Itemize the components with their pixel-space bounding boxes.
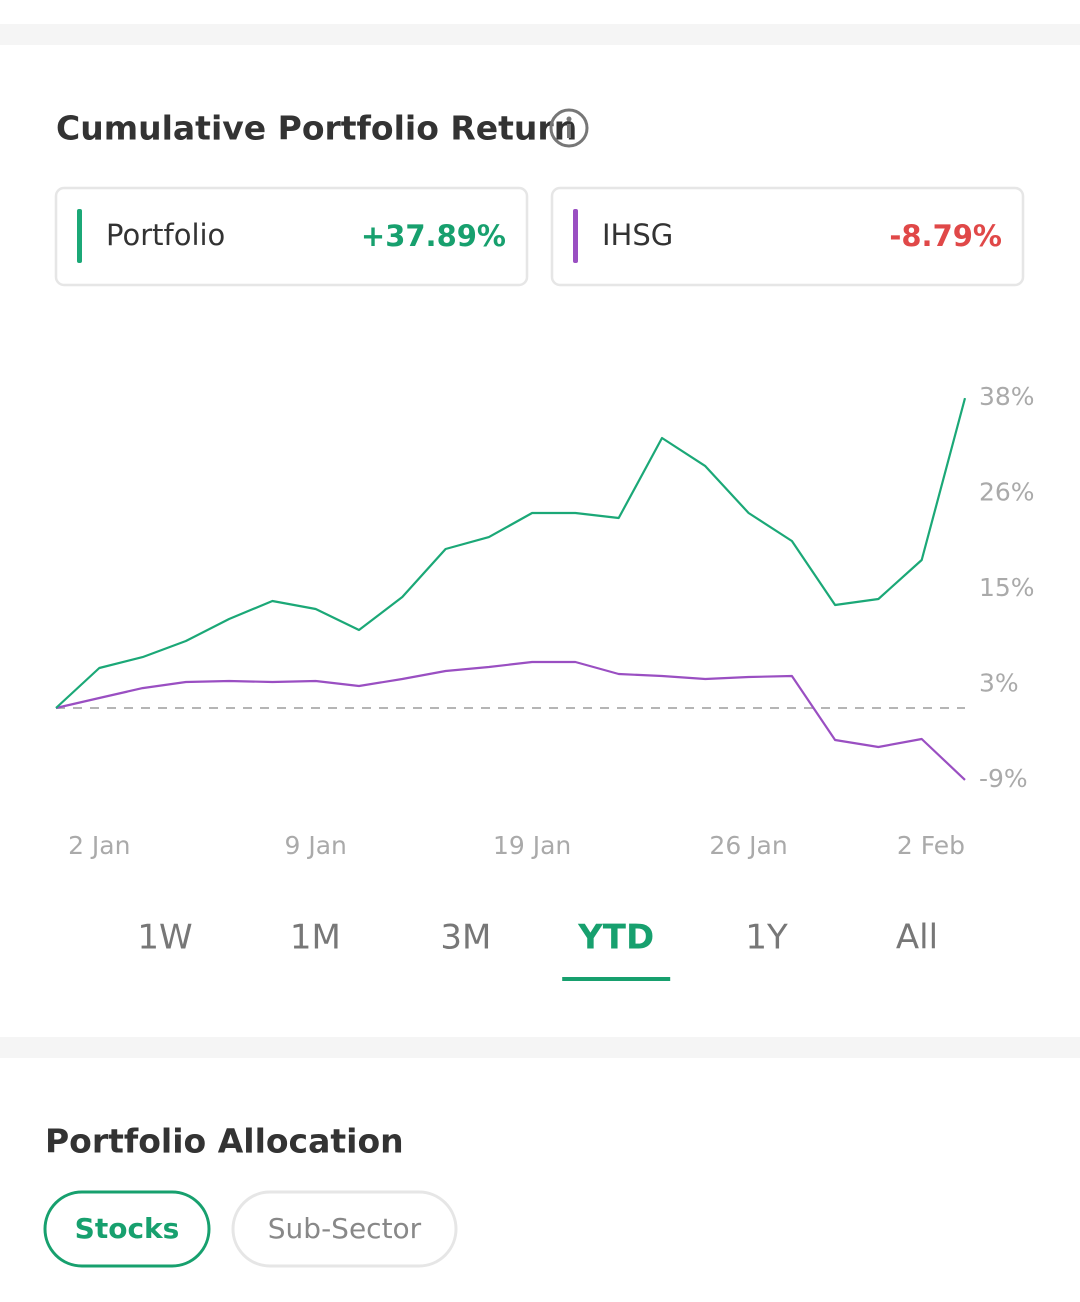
legend-swatch (77, 209, 82, 263)
series-line (55, 660, 966, 781)
range-tab[interactable]: All (896, 918, 938, 958)
legend-card (550, 186, 1025, 287)
y-tick-label: -9% (979, 764, 1028, 793)
section-title: Cumulative Portfolio Return (56, 109, 577, 148)
x-tick-label: 2 Feb (897, 831, 965, 860)
info-stem (567, 124, 571, 138)
chip[interactable] (231, 1190, 458, 1268)
y-tick-label: 26% (979, 478, 1035, 507)
legend-value: -8.79% (889, 219, 1002, 253)
chips: Stocks Sub-Sector (43, 1190, 458, 1268)
range-tab[interactable]: 1M (290, 918, 341, 958)
range-tabs: 1W 1M 3M YTD 1Y All (137, 918, 938, 981)
divider (0, 24, 1080, 45)
divider (0, 1037, 1080, 1058)
legend-label: Portfolio (106, 218, 225, 252)
legend-swatch (573, 209, 578, 263)
info-icon[interactable] (549, 108, 589, 148)
tab-underline (562, 977, 671, 981)
range-tab[interactable]: 1W (137, 918, 192, 958)
range-tab[interactable]: 1Y (745, 918, 788, 958)
y-tick-label: 3% (979, 668, 1019, 697)
legend-card (54, 186, 529, 287)
range-tab[interactable]: YTD (577, 918, 654, 958)
x-tick-label: 2 Jan (68, 831, 130, 860)
plot: 38% 26% 15% 3% -9% 2 Jan 9 Jan 19 Jan 26 Jan 2 Fe… (55, 382, 1035, 860)
chip[interactable] (43, 1190, 211, 1268)
legend-label: IHSG (602, 218, 673, 252)
legend-cards: Portfolio +37.89% IHSG -8.79% (54, 186, 1025, 287)
info-circle (549, 108, 589, 148)
chip-label[interactable]: Sub-Sector (268, 1212, 422, 1245)
y-tick-label: 15% (979, 573, 1035, 602)
legend-value: +37.89% (361, 219, 506, 253)
chip-label[interactable]: Stocks (75, 1212, 180, 1245)
info-dot (566, 116, 572, 122)
series-line (55, 397, 967, 709)
section-title: Portfolio Allocation (45, 1122, 404, 1161)
y-tick-label: 38% (979, 382, 1035, 411)
x-tick-label: 9 Jan (285, 831, 347, 860)
x-tick-label: 19 Jan (493, 831, 571, 860)
x-tick-label: 26 Jan (709, 831, 787, 860)
range-tab[interactable]: 3M (440, 918, 491, 958)
